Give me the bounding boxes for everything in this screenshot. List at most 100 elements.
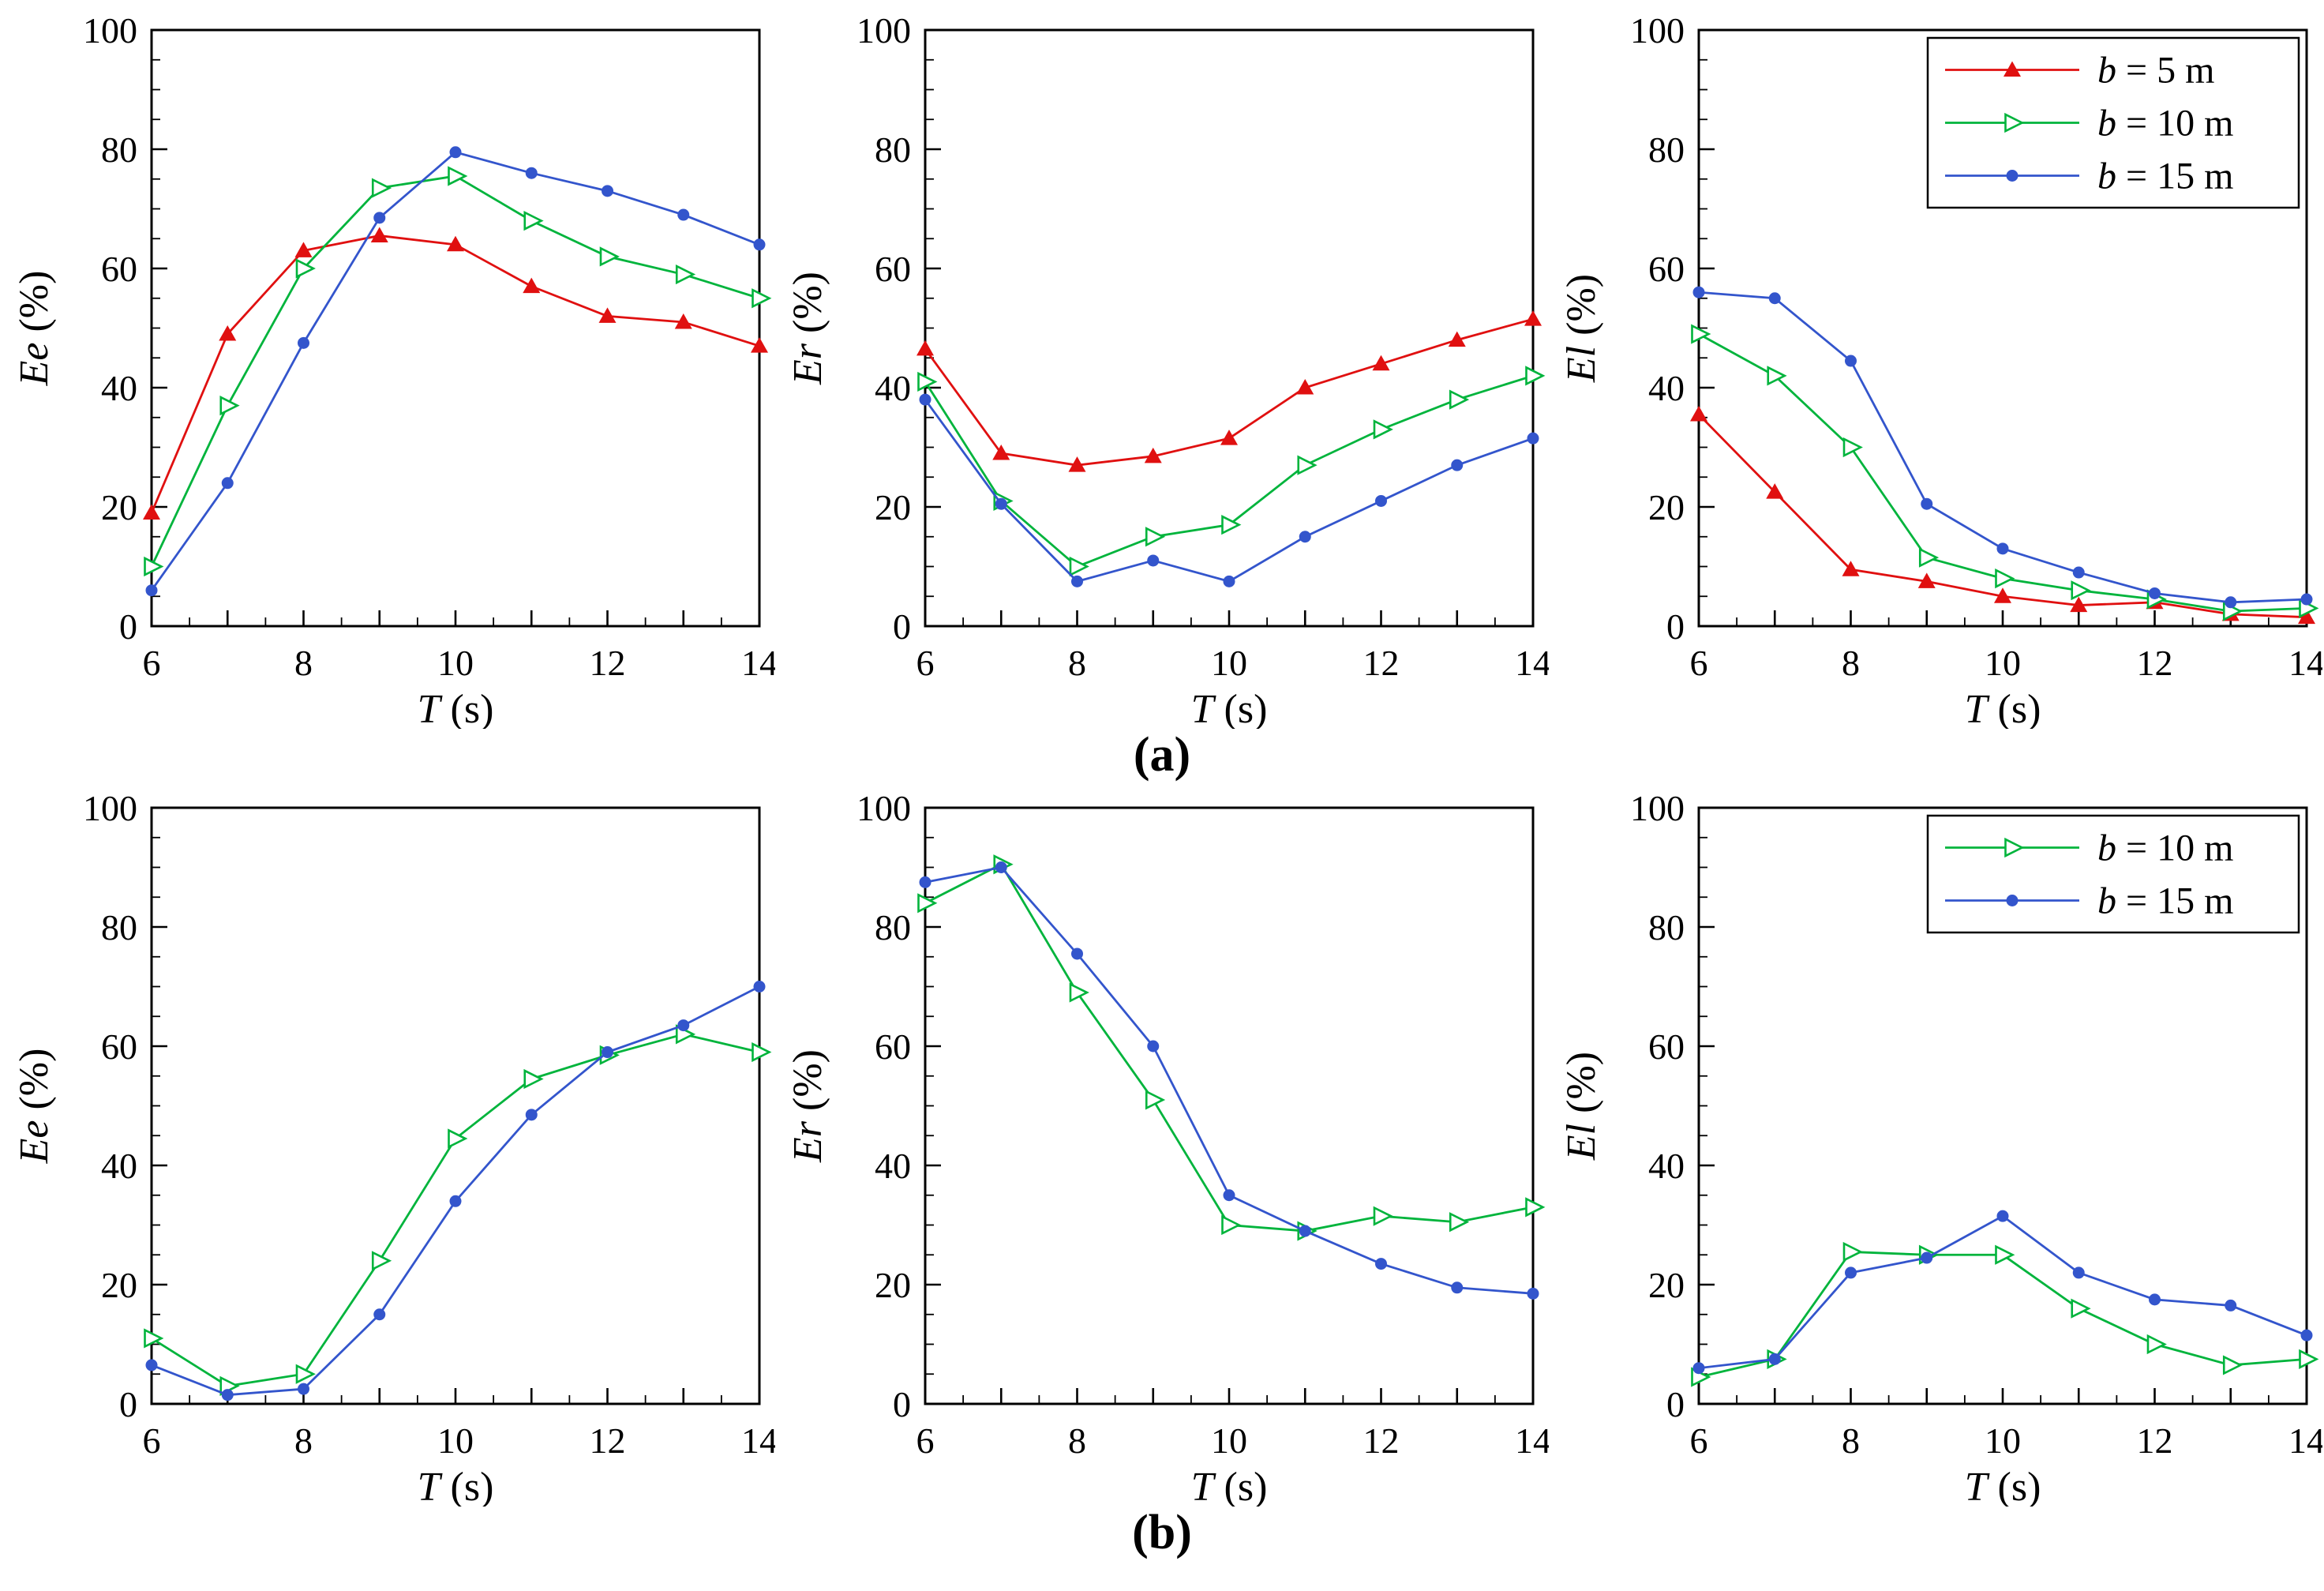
triangle-up-marker [1524,310,1542,326]
plot-frame [924,28,1535,628]
series-line [1698,291,2307,604]
y-tick-label: 20 [101,487,137,527]
circle-marker [449,1195,462,1207]
x-tick-label: 10 [1211,1420,1247,1461]
circle-marker [2149,587,2161,599]
x-tick-label: 14 [1515,643,1549,683]
circle-marker [919,876,931,888]
triangle-right-marker [523,1068,544,1090]
triangle-right-marker [917,371,938,392]
x-tick-label: 8 [1068,1420,1086,1461]
y-tick-label: 80 [875,129,911,170]
circle-marker [1147,554,1160,567]
triangle-right-marker [2071,1298,2091,1319]
triangle-up-marker [1144,447,1162,463]
circle-marker [602,1046,613,1059]
legend-label: b = 15 m [2097,156,2233,197]
legend-label: b = 10 m [2097,103,2233,144]
y-axis: 0 20 40 60 80 100 [1630,788,1715,1424]
series-line [1698,1214,2307,1370]
series-line [1698,332,2307,613]
x-tick-label: 6 [1690,643,1708,683]
triangle-right-marker [1918,547,1940,568]
triangle-right-marker [1767,366,1787,386]
triangle-right-marker [599,246,620,267]
circle-marker [1299,1225,1311,1237]
y-tick-label: 0 [119,606,137,647]
y-tick-label: 40 [101,1146,137,1186]
circle-marker [677,208,690,221]
circle-marker [677,1019,690,1032]
circle-marker [2225,596,2237,609]
y-tick-label: 100 [83,10,137,51]
series-b10 [917,366,1546,577]
y-tick-label: 40 [1648,368,1685,408]
y-tick-label: 100 [857,788,911,828]
triangle-right-marker [295,1364,316,1384]
circle-marker [1692,1362,1705,1375]
x-tick-label: 8 [1842,643,1860,683]
y-tick-label: 60 [875,249,911,289]
circle-marker [2149,1293,2161,1306]
circle-marker [753,238,766,251]
y-axis-title: Er (%) [785,1049,830,1163]
circle-marker [1996,1210,2009,1222]
triangle-right-marker [2299,1349,2319,1369]
legend-label: b = 5 m [2097,50,2214,92]
y-tick-label: 40 [875,1146,911,1186]
triangle-right-marker [144,1328,164,1349]
series-b5 [1690,405,2315,625]
x-tick-label: 8 [294,1420,313,1461]
triangle-up-marker [1766,483,1784,499]
x-tick-label: 6 [143,643,161,683]
x-tick-label: 12 [590,1420,626,1461]
triangle-right-marker [1297,455,1318,475]
series-line [1698,1251,2307,1379]
circle-marker [1223,575,1235,587]
y-axis: 0 20 40 60 80 100 [1630,10,1715,647]
y-axis-title: El (%) [1559,1052,1604,1161]
y-tick-label: 20 [1648,487,1685,527]
triangle-right-marker [917,893,938,914]
series-line [924,399,1534,583]
triangle-right-marker [219,396,240,416]
triangle-up-marker [1842,561,1860,576]
y-tick-label: 80 [1648,907,1685,947]
y-axis-title: Er (%) [785,272,830,385]
y-axis-title: El (%) [1559,274,1604,383]
circle-marker [1071,947,1083,960]
circle-marker [298,1383,309,1395]
circle-marker [753,981,766,992]
chart-a-er: 6 8 10 12 14 0 20 40 60 80 100 T (s) Er (%) [775,6,1551,732]
series-b10 [917,854,1546,1241]
triangle-right-marker [1449,389,1470,410]
triangle-right-marker [2004,112,2025,133]
x-axis-title: T (s) [1965,1465,2041,1507]
triangle-up-marker [2298,608,2315,625]
triangle-up-marker [1690,405,1707,422]
x-tick-label: 14 [2288,1420,2322,1461]
triangle-right-marker [1691,324,1711,344]
x-tick-label: 14 [741,643,775,683]
y-axis: 0 20 40 60 80 100 [83,10,167,647]
circle-marker [449,146,462,159]
circle-marker [1692,286,1705,298]
legend-label: b = 15 m [2097,880,2233,922]
x-tick-label: 10 [1211,643,1247,683]
x-tick-label: 8 [294,643,313,683]
triangle-right-marker [371,1251,392,1271]
y-tick-label: 40 [101,368,137,408]
y-tick-label: 40 [1648,1146,1685,1186]
x-tick-label: 14 [2288,643,2322,683]
y-tick-label: 0 [1666,606,1685,647]
circle-marker [1071,575,1083,587]
triangle-up-marker [2070,596,2088,613]
circle-marker [995,861,1007,873]
circle-marker [1921,497,1933,510]
y-tick-label: 20 [101,1265,137,1305]
triangle-up-marker [1220,430,1238,445]
x-tick-label: 10 [1985,643,2021,683]
